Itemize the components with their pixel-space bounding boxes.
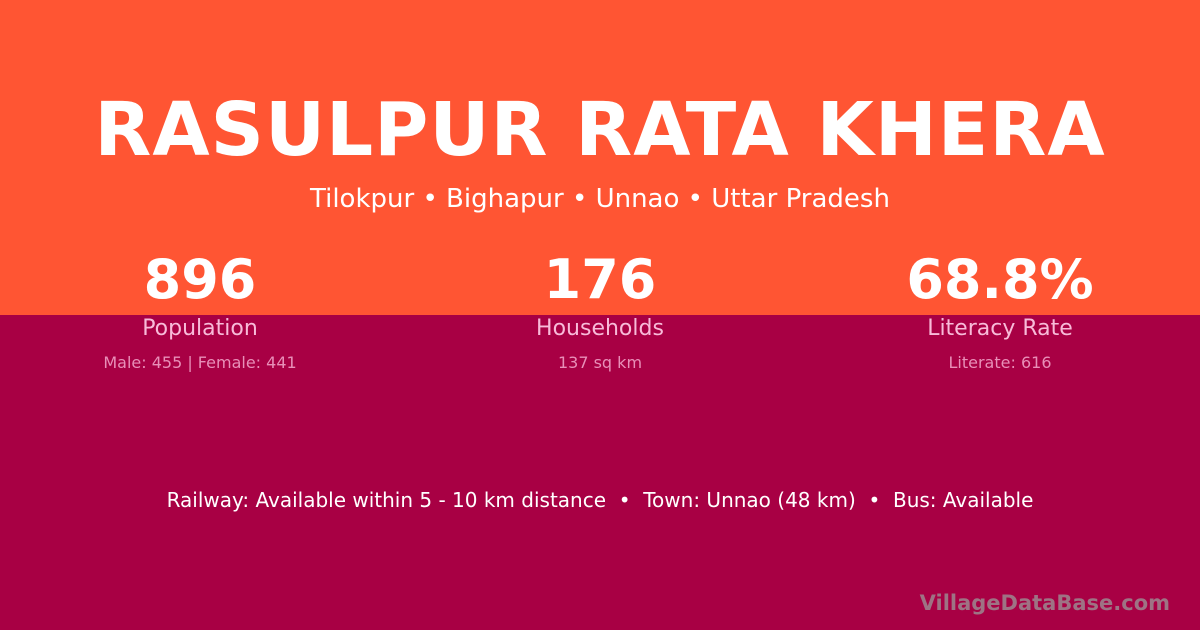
stat-value: 176 <box>543 248 657 311</box>
stat-label: Population <box>142 316 258 341</box>
stat-detail: Male: 455 | Female: 441 <box>103 353 297 372</box>
connectivity-info: Railway: Available within 5 - 10 km dist… <box>166 488 1034 512</box>
stat-detail: 137 sq km <box>557 353 643 372</box>
stat-value: 68.8% <box>906 248 1094 311</box>
stat-households: 176 Households 137 sq km <box>400 248 800 374</box>
stat-label: Households <box>536 316 664 341</box>
brand-watermark: VillageDataBase.com <box>919 591 1170 615</box>
stat-population: 896 Population Male: 455 | Female: 441 <box>0 248 400 374</box>
location-breadcrumb: Tilokpur • Bighapur • Unnao • Uttar Prad… <box>310 184 890 214</box>
village-title: RASULPUR RATA KHERA <box>94 87 1106 173</box>
header-band <box>0 0 1200 315</box>
stat-value: 896 <box>143 248 257 311</box>
stat-detail: Literate: 616 <box>948 353 1052 372</box>
stat-literacy: 68.8% Literacy Rate Literate: 616 <box>800 248 1200 374</box>
stat-label: Literacy Rate <box>927 316 1073 341</box>
